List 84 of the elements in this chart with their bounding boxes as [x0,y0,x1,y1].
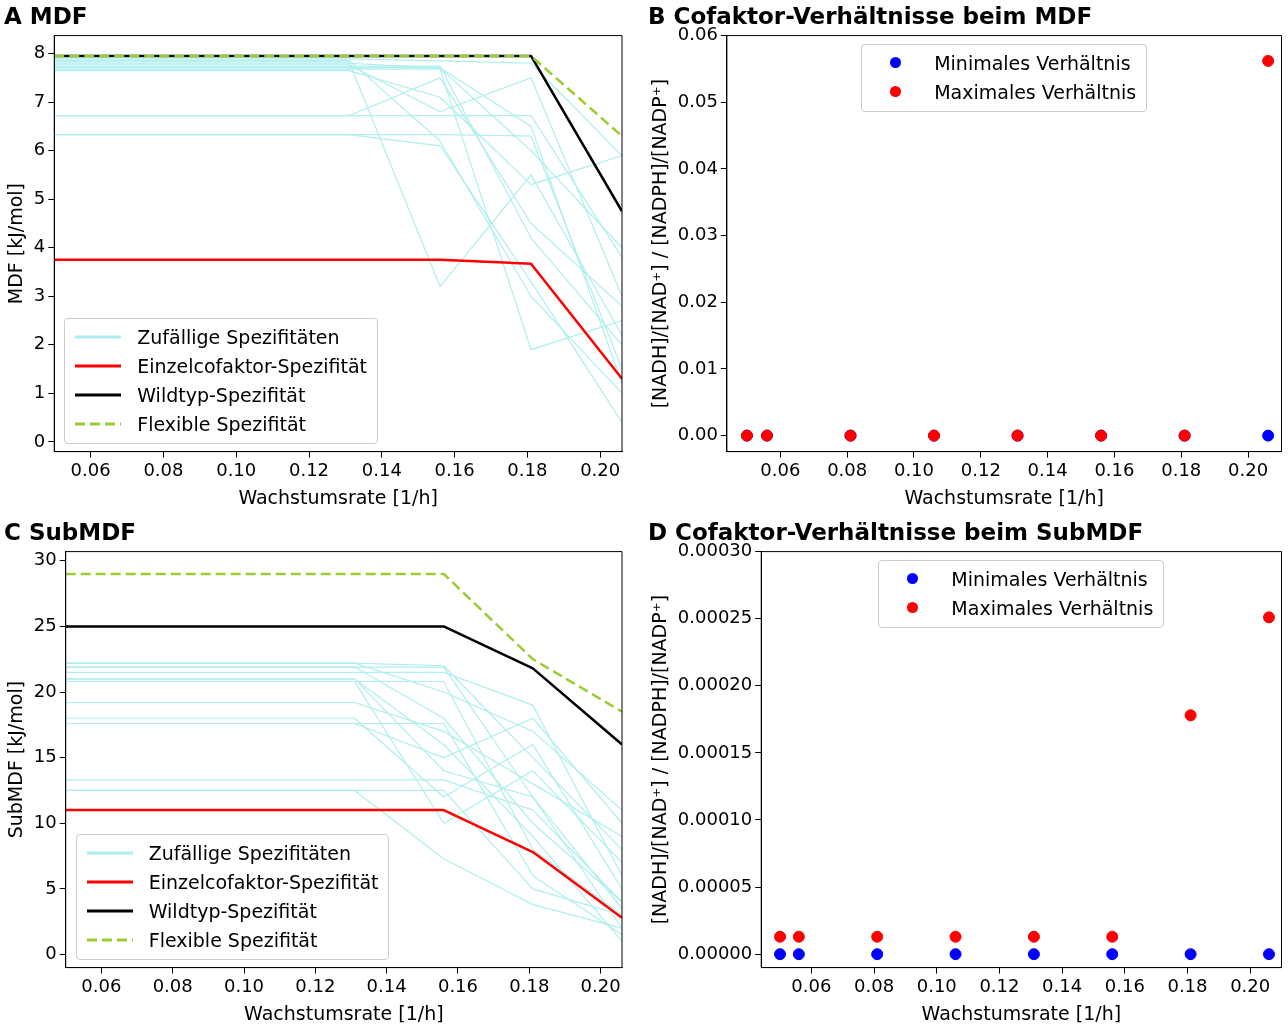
x-tick-label: 0.18 [1167,975,1208,997]
y-tick-label: 0.00015 [677,740,753,762]
y-tick-label: 5 [45,876,57,898]
x-tick-label: 0.08 [143,459,184,481]
x-axis-title: Wachstumsrate [1/h] [904,485,1104,508]
y-tick-label: 0.00005 [677,874,753,896]
x-tick-label: 0.18 [1161,459,1202,481]
x-axis-title: Wachstumsrate [1/h] [244,1001,444,1024]
x-tick-label: 0.14 [361,459,402,481]
y-tick-label: 30 [33,548,57,570]
chart-title: A MDF [4,2,88,29]
y-tick-label: 0.00025 [677,606,753,628]
x-tick-label: 0.12 [960,459,1001,481]
x-tick-label: 0.14 [366,975,407,997]
y-tick-label: 0.00030 [677,539,753,561]
y-axis-title: [NADH]/[NAD⁺] / [NADPH]/[NADP⁺] [648,594,671,925]
legend-label: Minimales Verhältnis [934,52,1131,75]
y-tick-label: 20 [33,679,57,701]
y-tick-label: 6 [33,138,46,160]
x-tick-label: 0.14 [1027,459,1068,481]
x-tick-label: 0.08 [854,975,895,997]
legend-label: Flexible Spezifität [137,413,306,436]
legend-label: Zufällige Spezifitäten [148,842,352,865]
x-tick-label: 0.18 [509,975,550,997]
y-tick-label: 5 [33,186,46,208]
x-axis-title: Wachstumsrate [1/h] [921,1001,1122,1024]
x-tick-label: 0.12 [979,975,1020,997]
chart-title: C SubMDF [4,518,136,545]
x-tick-label: 0.06 [81,975,122,997]
x-tick-label: 0.08 [152,975,193,997]
x-tick-label: 0.16 [1094,459,1135,481]
y-tick-label: 0.00020 [677,673,753,695]
y-tick-label: 0.00000 [677,941,753,963]
y-tick-label: 0.06 [677,23,718,45]
y-tick-label: 0.00010 [677,807,753,829]
x-tick-label: 0.10 [893,459,935,481]
y-tick-label: 0.04 [677,156,718,178]
x-tick-label: 0.10 [916,975,957,997]
y-tick-label: 0 [33,429,46,451]
y-tick-label: 8 [33,41,46,63]
legend-label: Zufällige Spezifitäten [137,326,340,349]
x-tick-label: 0.06 [791,975,832,997]
y-tick-label: 0 [45,942,57,964]
y-tick-label: 3 [33,283,46,305]
x-tick-label: 0.10 [223,975,265,997]
x-tick-label: 0.20 [1228,459,1269,481]
legend-label: Einzelcofaktor-Spezifität [137,355,368,378]
y-tick-label: 0.05 [677,89,718,111]
legend-label: Maximales Verhältnis [934,81,1137,104]
x-tick-label: 0.20 [1230,975,1271,997]
x-tick-label: 0.06 [760,459,801,481]
x-tick-label: 0.20 [580,975,621,997]
y-tick-label: 0.01 [677,356,718,378]
y-axis-title: [NADH]/[NAD⁺] / [NADPH]/[NADP⁺] [648,78,671,409]
y-tick-label: 0.00 [677,423,718,445]
x-axis-title: Wachstumsrate [1/h] [238,485,438,508]
x-tick-label: 0.20 [580,459,621,481]
x-tick-label: 0.12 [295,975,336,997]
legend-label: Einzelcofaktor-Spezifität [148,871,379,894]
x-tick-label: 0.16 [437,975,478,997]
x-tick-label: 0.10 [216,459,257,481]
legend-label: Minimales Verhältnis [951,568,1148,591]
y-tick-label: 7 [33,89,46,111]
y-axis-title: SubMDF [kJ/mol] [4,680,27,839]
y-tick-label: 10 [33,810,57,832]
y-tick-label: 1 [33,381,46,403]
x-tick-label: 0.18 [507,459,548,481]
y-tick-label: 2 [33,332,46,354]
x-tick-label: 0.16 [1104,975,1145,997]
y-tick-label: 0.02 [677,289,718,311]
x-tick-label: 0.06 [70,459,111,481]
x-tick-label: 0.16 [434,459,475,481]
y-axis-title: MDF [kJ/mol] [4,182,27,305]
y-tick-label: 4 [33,235,46,257]
x-tick-label: 0.14 [1042,975,1083,997]
x-tick-label: 0.08 [827,459,868,481]
x-tick-label: 0.12 [288,459,330,481]
legend-label: Flexible Spezifität [148,929,318,952]
y-tick-label: 0.03 [677,223,718,245]
y-tick-label: 25 [33,614,57,636]
legend-label: Wildtyp-Spezifität [148,900,317,923]
legend-label: Wildtyp-Spezifität [137,384,306,407]
legend-label: Maximales Verhältnis [951,597,1154,620]
y-tick-label: 15 [33,745,57,767]
